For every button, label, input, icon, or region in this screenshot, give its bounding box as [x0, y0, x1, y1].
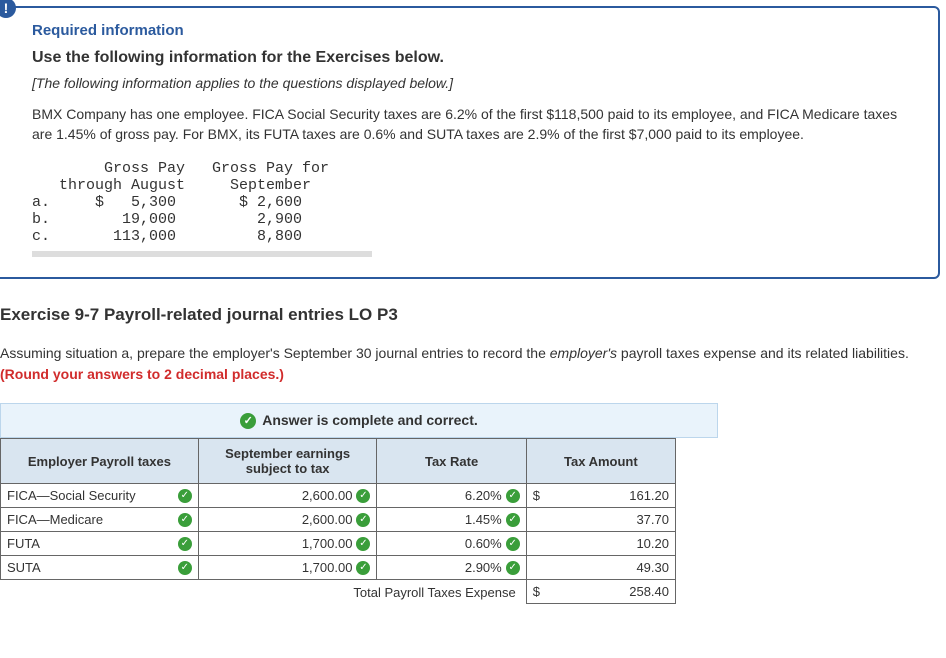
check-icon: ✓ [356, 537, 370, 551]
payroll-taxes-table: Employer Payroll taxes September earning… [0, 438, 676, 604]
tax-label: FICA—Social Security [7, 488, 136, 503]
exercise-instructions: Assuming situation a, prepare the employ… [0, 343, 946, 385]
check-icon: ✓ [356, 561, 370, 575]
header-tax-amount: Tax Amount [526, 439, 675, 484]
check-icon: ✓ [356, 513, 370, 527]
dollar-sign: $ [533, 488, 547, 503]
scrollbar-track [32, 251, 372, 257]
header-tax-rate: Tax Rate [377, 439, 526, 484]
amount-value: 10.20 [547, 536, 669, 551]
rate-value: 6.20% [383, 488, 501, 503]
check-icon: ✓ [356, 489, 370, 503]
table-row: FUTA✓1,700.00✓0.60%✓10.20 [1, 532, 676, 556]
exercise-text-part2: payroll taxes expense and its related li… [617, 345, 909, 361]
check-icon: ✓ [240, 413, 256, 429]
check-icon: ✓ [506, 489, 520, 503]
table-row: FICA—Medicare✓2,600.00✓1.45%✓37.70 [1, 508, 676, 532]
answer-banner-text: Answer is complete and correct. [262, 412, 478, 428]
check-icon: ✓ [506, 513, 520, 527]
info-icon: ! [0, 0, 16, 18]
amount-value: 161.20 [547, 488, 669, 503]
check-icon: ✓ [178, 561, 192, 575]
check-icon: ✓ [506, 537, 520, 551]
rate-value: 0.60% [383, 536, 501, 551]
tax-label: SUTA [7, 560, 41, 575]
amount-value: 49.30 [547, 560, 669, 575]
check-icon: ✓ [178, 537, 192, 551]
header-earnings-line2: subject to tax [246, 461, 330, 476]
amount-value: 37.70 [547, 512, 669, 527]
exercise-title: Exercise 9-7 Payroll-related journal ent… [0, 305, 946, 325]
check-icon: ✓ [178, 489, 192, 503]
italic-note: [The following information applies to th… [32, 75, 914, 91]
total-label: Total Payroll Taxes Expense [1, 580, 527, 604]
required-info-heading: Required information [32, 22, 914, 39]
tax-label: FICA—Medicare [7, 512, 103, 527]
earnings-value: 2,600.00 [205, 512, 353, 527]
use-following-heading: Use the following information for the Ex… [32, 49, 914, 67]
required-info-box: ! Required information Use the following… [0, 6, 940, 279]
rate-value: 2.90% [383, 560, 501, 575]
table-header-row: Employer Payroll taxes September earning… [1, 439, 676, 484]
exercise-text-part1: Assuming situation a, prepare the employ… [0, 345, 550, 361]
header-employer-taxes: Employer Payroll taxes [1, 439, 199, 484]
exercise-text-red: (Round your answers to 2 decimal places.… [0, 366, 284, 382]
header-earnings-line1: September earnings [225, 446, 350, 461]
header-earnings: September earnings subject to tax [198, 439, 377, 484]
earnings-value: 1,700.00 [205, 536, 353, 551]
total-row: Total Payroll Taxes Expense $258.40 [1, 580, 676, 604]
table-row: SUTA✓1,700.00✓2.90%✓49.30 [1, 556, 676, 580]
check-icon: ✓ [178, 513, 192, 527]
earnings-value: 1,700.00 [205, 560, 353, 575]
earnings-value: 2,600.00 [205, 488, 353, 503]
dollar-sign: $ [533, 584, 547, 599]
answer-complete-banner: ✓ Answer is complete and correct. [0, 403, 718, 438]
problem-body-text: BMX Company has one employee. FICA Socia… [32, 105, 914, 144]
table-row: FICA—Social Security✓2,600.00✓6.20%✓$161… [1, 484, 676, 508]
check-icon: ✓ [506, 561, 520, 575]
exercise-text-emphasis: employer's [550, 345, 617, 361]
rate-value: 1.45% [383, 512, 501, 527]
gross-pay-table: Gross Pay Gross Pay for through August S… [32, 160, 914, 245]
tax-label: FUTA [7, 536, 40, 551]
total-amount: 258.40 [547, 584, 669, 599]
